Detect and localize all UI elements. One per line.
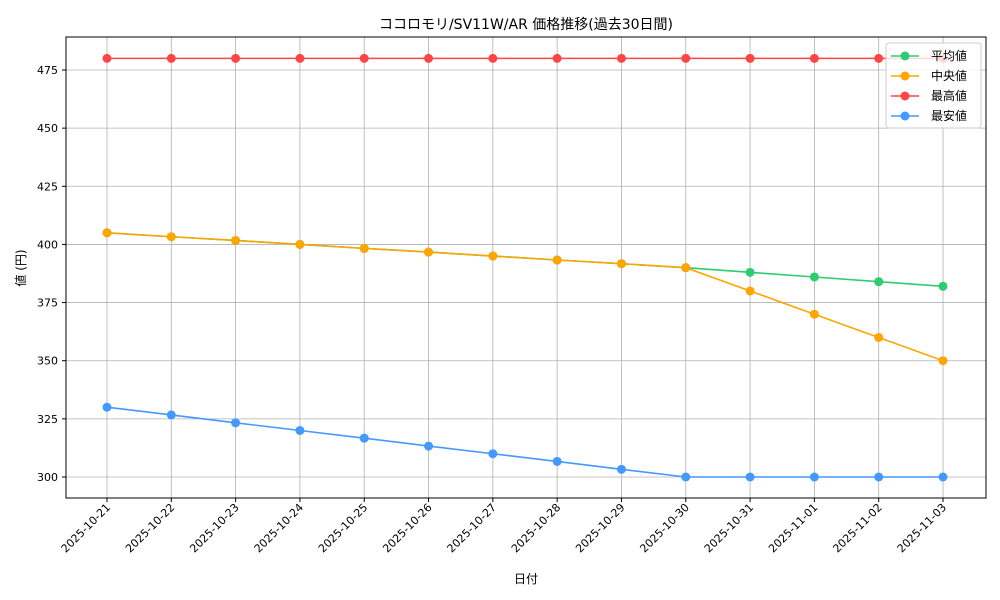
y-tick-label: 475 bbox=[37, 64, 58, 77]
x-tick-label: 2025-10-23 bbox=[187, 501, 241, 555]
data-point bbox=[938, 472, 948, 482]
data-point bbox=[809, 272, 819, 282]
data-point bbox=[359, 53, 369, 63]
x-tick-label: 2025-10-22 bbox=[123, 501, 177, 555]
y-tick-label: 325 bbox=[37, 413, 58, 426]
data-point bbox=[616, 259, 626, 269]
data-point bbox=[102, 402, 112, 412]
data-point bbox=[424, 53, 434, 63]
legend-marker bbox=[900, 71, 910, 81]
data-point bbox=[938, 281, 948, 291]
legend-label: 最高値 bbox=[931, 88, 967, 103]
data-point bbox=[745, 53, 755, 63]
data-point bbox=[488, 53, 498, 63]
series-2 bbox=[102, 53, 948, 63]
data-point bbox=[295, 239, 305, 249]
data-point bbox=[681, 53, 691, 63]
x-tick-label: 2025-10-24 bbox=[252, 501, 306, 555]
data-point bbox=[616, 53, 626, 63]
y-tick-label: 350 bbox=[37, 355, 58, 368]
legend-label: 最安値 bbox=[931, 108, 967, 123]
data-point bbox=[874, 472, 884, 482]
x-tick-label: 2025-11-03 bbox=[895, 501, 949, 555]
data-point bbox=[231, 235, 241, 245]
y-tick-label: 450 bbox=[37, 122, 58, 135]
legend-label: 中央値 bbox=[931, 68, 967, 83]
data-point bbox=[359, 433, 369, 443]
x-tick-label: 2025-10-30 bbox=[637, 501, 691, 555]
data-point bbox=[809, 472, 819, 482]
x-tick-label: 2025-11-01 bbox=[766, 501, 820, 555]
x-tick-label: 2025-10-25 bbox=[316, 501, 370, 555]
series-3 bbox=[102, 402, 948, 482]
data-point bbox=[231, 418, 241, 428]
data-point bbox=[424, 441, 434, 451]
series-line bbox=[106, 232, 944, 362]
data-point bbox=[488, 449, 498, 459]
data-point bbox=[488, 251, 498, 261]
data-point bbox=[552, 53, 562, 63]
legend-label: 平均値 bbox=[931, 48, 967, 63]
x-tick-label: 2025-10-28 bbox=[509, 501, 563, 555]
data-point bbox=[552, 456, 562, 466]
data-point bbox=[424, 247, 434, 257]
data-point bbox=[166, 232, 176, 242]
legend-marker bbox=[900, 51, 910, 61]
legend-marker bbox=[900, 111, 910, 121]
data-point bbox=[874, 332, 884, 342]
series-line bbox=[106, 406, 943, 478]
data-point bbox=[231, 53, 241, 63]
data-point bbox=[809, 309, 819, 319]
x-tick-label: 2025-10-21 bbox=[59, 501, 113, 555]
data-point bbox=[745, 267, 755, 277]
data-point bbox=[166, 53, 176, 63]
x-tick-label: 2025-10-31 bbox=[702, 501, 756, 555]
series-0 bbox=[102, 228, 948, 291]
data-point bbox=[938, 356, 948, 366]
series-1 bbox=[102, 228, 948, 366]
y-tick-label: 425 bbox=[37, 180, 58, 193]
plot-frame bbox=[65, 36, 987, 499]
data-point bbox=[102, 228, 112, 238]
x-axis-label: 日付 bbox=[514, 572, 538, 586]
data-point bbox=[166, 410, 176, 420]
data-point bbox=[616, 464, 626, 474]
data-point bbox=[745, 286, 755, 296]
y-tick-label: 375 bbox=[37, 297, 58, 310]
data-point bbox=[295, 53, 305, 63]
x-tick-label: 2025-11-02 bbox=[830, 501, 884, 555]
data-point bbox=[295, 425, 305, 435]
data-point bbox=[102, 53, 112, 63]
y-axis-label: 値 (円) bbox=[13, 249, 28, 286]
data-point bbox=[359, 243, 369, 253]
data-point bbox=[809, 53, 819, 63]
x-tick-label: 2025-10-27 bbox=[445, 501, 499, 555]
y-tick-label: 400 bbox=[37, 238, 58, 251]
data-point bbox=[874, 277, 884, 287]
x-tick-label: 2025-10-29 bbox=[573, 501, 627, 555]
legend-box bbox=[885, 42, 982, 129]
data-point bbox=[745, 472, 755, 482]
chart-title: ココロモリ/SV11W/AR 価格推移(過去30日間) bbox=[379, 17, 673, 33]
data-point bbox=[681, 263, 691, 273]
data-point bbox=[552, 255, 562, 265]
x-tick-label: 2025-10-26 bbox=[380, 501, 434, 555]
legend-marker bbox=[900, 91, 910, 101]
data-point bbox=[681, 472, 691, 482]
data-point bbox=[874, 53, 884, 63]
y-tick-label: 300 bbox=[37, 471, 58, 484]
